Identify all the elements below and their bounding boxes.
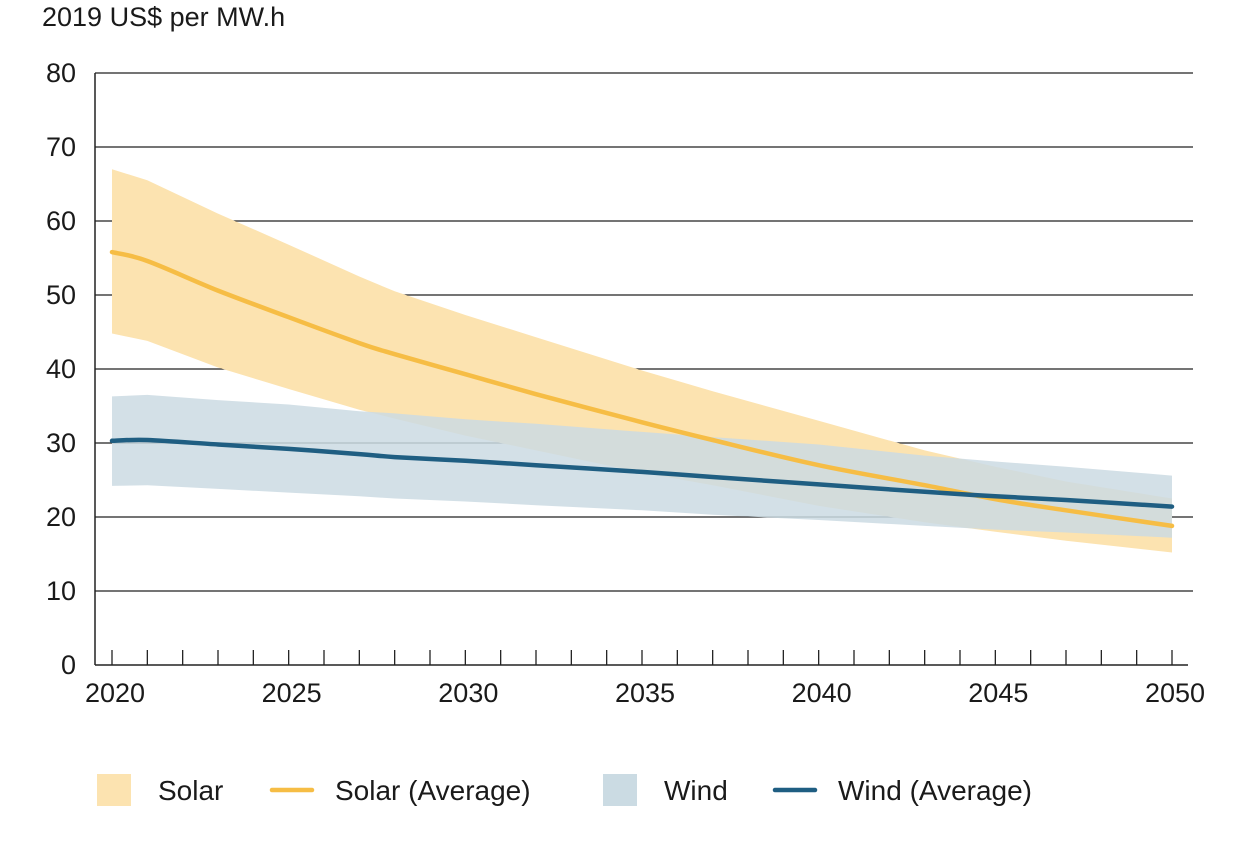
y-tick-label-60: 60	[46, 206, 76, 236]
legend-label-wind-average: Wind (Average)	[838, 775, 1032, 806]
y-tick-label-80: 80	[46, 58, 76, 88]
y-tick-labels: 0 10 20 30 40 50 60 70 80	[46, 58, 76, 680]
y-tick-label-20: 20	[46, 502, 76, 532]
legend-label-solar: Solar	[158, 775, 223, 806]
legend-item-wind: Wind	[603, 774, 728, 806]
legend-swatch-solar	[97, 774, 131, 806]
legend-item-solar-average: Solar (Average)	[269, 775, 531, 806]
x-tick-label-2020: 2020	[85, 678, 145, 708]
legend-swatch-wind	[603, 774, 637, 806]
x-tick-labels: 2020 2025 2030 2035 2040 2045 2050	[85, 678, 1205, 708]
legend: Solar Solar (Average) Wind Wind (Average)	[97, 774, 1032, 806]
bands	[112, 169, 1172, 553]
legend-label-wind: Wind	[664, 775, 728, 806]
y-tick-label-40: 40	[46, 354, 76, 384]
wind-band	[112, 394, 1172, 538]
x-tick-label-2030: 2030	[438, 678, 498, 708]
y-tick-label-50: 50	[46, 280, 76, 310]
average-lines	[109, 249, 1175, 529]
y-tick-label-70: 70	[46, 132, 76, 162]
legend-item-solar: Solar	[97, 774, 223, 806]
wind-average-line	[109, 437, 1175, 509]
y-axis-label: 2019 US$ per MW.h	[42, 2, 285, 32]
y-tick-label-0: 0	[61, 650, 76, 680]
x-tick-label-2035: 2035	[615, 678, 675, 708]
x-tick-label-2040: 2040	[792, 678, 852, 708]
legend-label-solar-average: Solar (Average)	[335, 775, 531, 806]
axes	[94, 73, 1188, 666]
legend-item-wind-average: Wind (Average)	[772, 775, 1032, 806]
y-tick-label-10: 10	[46, 576, 76, 606]
x-tick-label-2025: 2025	[262, 678, 322, 708]
x-tick-label-2050: 2050	[1145, 678, 1205, 708]
x-tick-label-2045: 2045	[968, 678, 1028, 708]
y-tick-label-30: 30	[46, 428, 76, 458]
